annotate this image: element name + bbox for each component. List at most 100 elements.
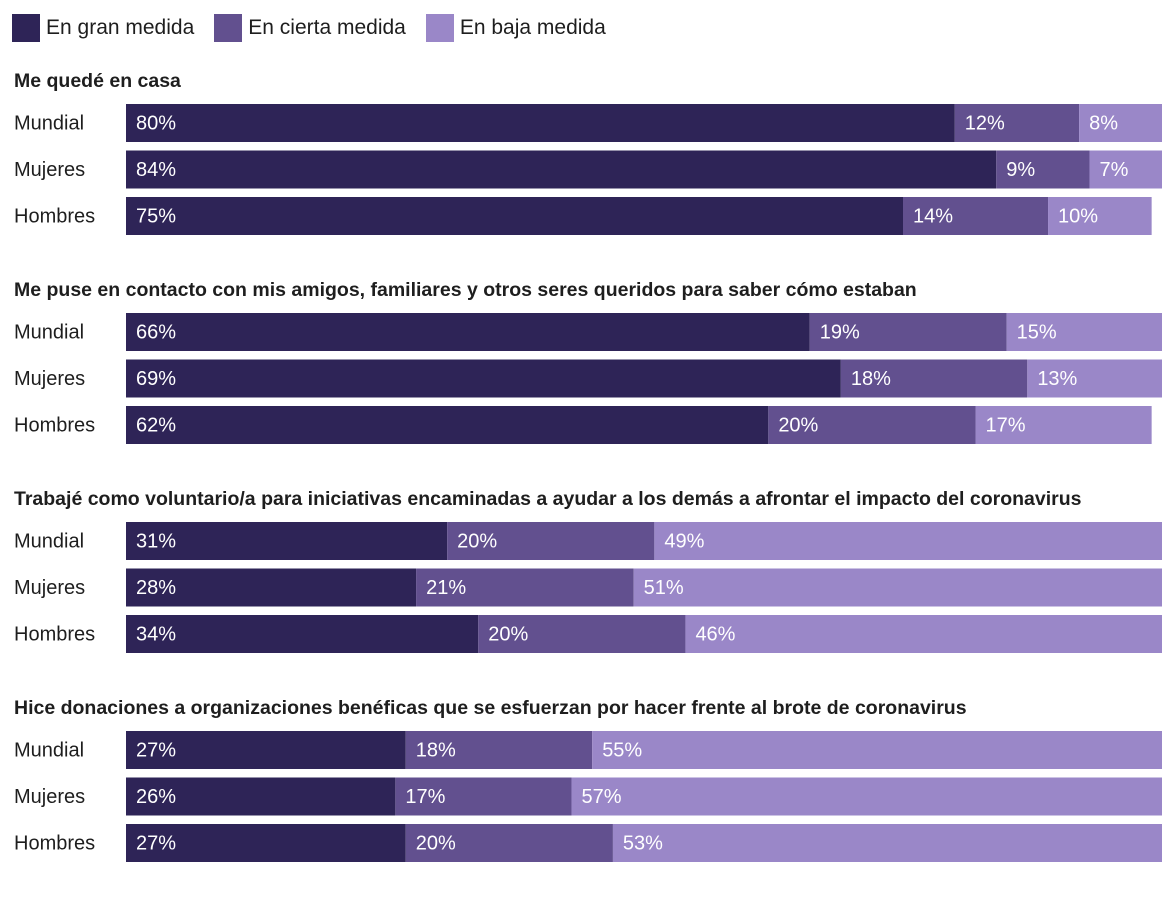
panel-title: Trabajé como voluntario/a para iniciativ… (14, 488, 1082, 510)
bar-segment (126, 522, 448, 560)
value-label: 18% (851, 368, 891, 390)
value-label: 46% (695, 623, 735, 645)
value-label: 28% (136, 577, 176, 599)
bar-segment (126, 568, 417, 607)
legend-item: En gran medida (12, 14, 194, 42)
legend-swatch (214, 14, 243, 42)
bar-segment (447, 522, 655, 560)
legend: En gran medida En cierta medida En baja me… (12, 14, 1162, 42)
value-label: 14% (913, 205, 953, 227)
bar-chart: Mundial 27% 18% 55% Mujeres 26% 17% 57% Hombres 2… (14, 731, 1162, 862)
bar-segment (126, 406, 769, 444)
legend-label: En baja medida (459, 16, 606, 39)
bar-segment (654, 522, 1162, 560)
bar-segment (126, 313, 810, 351)
value-label: 31% (136, 530, 176, 552)
legend-item: En cierta medida (214, 14, 406, 42)
bar-segment (395, 777, 572, 816)
legend-label: En cierta medida (248, 16, 406, 39)
bar-segment (126, 104, 955, 142)
bar-segment (478, 615, 686, 653)
value-label: 51% (644, 577, 684, 599)
bar-segment (126, 150, 997, 189)
value-label: 53% (623, 832, 663, 854)
bar-segment (126, 824, 406, 862)
bar-segment (1048, 197, 1152, 235)
panel: Hice donaciones a organizaciones benéfic… (0, 695, 1162, 862)
row-label: Mundial (14, 739, 84, 761)
panel: Me puse en contacto con mis amigos, fami… (0, 277, 1162, 444)
panel-title: Me quedé en casa (14, 70, 181, 92)
bar-chart: Mundial 80% 12% 8% Mujeres 84% 9% 7% Hombres 75% 1… (14, 104, 1162, 235)
panels: Me quedé en casa Mundial 80% 12% 8% Mujeres 84… (0, 68, 1162, 862)
bar-segment (685, 615, 1162, 653)
bar-segment (126, 731, 406, 769)
value-label: 17% (986, 414, 1026, 436)
row-label: Mundial (14, 321, 84, 343)
bar-segment (840, 359, 1028, 398)
value-label: 15% (1017, 321, 1057, 343)
value-label: 12% (965, 112, 1005, 134)
bar-segment (126, 615, 479, 653)
value-label: 8% (1089, 112, 1118, 134)
value-label: 66% (136, 321, 176, 343)
value-label: 20% (416, 832, 456, 854)
value-label: 69% (136, 368, 176, 390)
panel-title: Me puse en contacto con mis amigos, fami… (14, 279, 917, 301)
value-label: 21% (426, 577, 466, 599)
value-label: 17% (405, 786, 445, 808)
bar-segment (405, 824, 613, 862)
bar-chart: Mundial 31% 20% 49% Mujeres 28% 21% 51% Hombres 3… (14, 522, 1162, 653)
bar-segment (592, 731, 1162, 769)
value-label: 27% (136, 832, 176, 854)
bar-segment (768, 406, 976, 444)
bar-segment (1006, 313, 1162, 351)
value-label: 84% (136, 159, 176, 181)
row-label: Mundial (14, 112, 84, 134)
value-label: 7% (1099, 159, 1128, 181)
bar-segment (1027, 359, 1162, 398)
bar-segment (612, 824, 1162, 862)
bar-segment (903, 197, 1049, 235)
panel: Me quedé en casa Mundial 80% 12% 8% Mujeres 84… (0, 68, 1162, 235)
bar-segment (809, 313, 1007, 351)
value-label: 18% (416, 739, 456, 761)
value-label: 34% (136, 623, 176, 645)
value-label: 62% (136, 414, 176, 436)
value-label: 26% (136, 786, 176, 808)
bar-segment (126, 197, 903, 235)
value-label: 57% (581, 786, 621, 808)
legend-swatch (425, 14, 454, 42)
value-label: 27% (136, 739, 176, 761)
row-label: Mujeres (14, 786, 85, 808)
value-label: 49% (664, 530, 704, 552)
row-label: Hombres (14, 205, 95, 227)
value-label: 13% (1037, 368, 1077, 390)
value-label: 10% (1058, 205, 1098, 227)
bar-segment (126, 777, 396, 816)
row-label: Hombres (14, 832, 95, 854)
row-label: Mujeres (14, 577, 85, 599)
bar-segment (975, 406, 1152, 444)
row-label: Mujeres (14, 159, 85, 181)
bar-segment (416, 568, 634, 607)
bar-segment (571, 777, 1162, 816)
row-label: Mujeres (14, 368, 85, 390)
bar-segment (954, 104, 1080, 142)
panel: Trabajé como voluntario/a para iniciativ… (0, 486, 1162, 653)
bar-segment (996, 150, 1090, 189)
value-label: 20% (457, 530, 497, 552)
page: En gran medida En cierta medida En baja me… (0, 14, 1162, 924)
row-label: Hombres (14, 623, 95, 645)
panel-title: Hice donaciones a organizaciones benéfic… (14, 697, 967, 719)
value-label: 9% (1006, 159, 1035, 181)
bar-segment (1079, 104, 1162, 142)
value-label: 80% (136, 112, 176, 134)
value-label: 19% (820, 321, 860, 343)
legend-swatch (12, 14, 40, 42)
row-label: Mundial (14, 530, 84, 552)
bar-segment (405, 731, 593, 769)
value-label: 20% (778, 414, 818, 436)
value-label: 20% (488, 623, 528, 645)
bar-segment (633, 568, 1162, 607)
